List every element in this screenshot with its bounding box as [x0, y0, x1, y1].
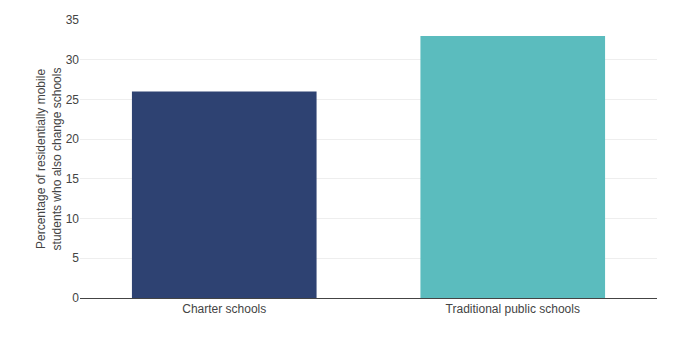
svg-text:35: 35 — [66, 13, 80, 27]
svg-text:0: 0 — [72, 291, 79, 305]
svg-text:30: 30 — [66, 53, 80, 67]
svg-text:5: 5 — [72, 251, 79, 265]
svg-text:Charter schools: Charter schools — [182, 302, 266, 316]
svg-text:20: 20 — [66, 132, 80, 146]
svg-text:10: 10 — [66, 212, 80, 226]
svg-text:15: 15 — [66, 172, 80, 186]
svg-text:Percentage of residentially mo: Percentage of residentially mobilestuden… — [34, 68, 64, 251]
svg-text:Traditional public schools: Traditional public schools — [446, 302, 580, 316]
svg-text:25: 25 — [66, 93, 80, 107]
